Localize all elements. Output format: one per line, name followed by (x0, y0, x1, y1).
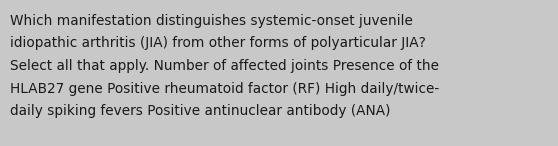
Text: Select all that apply. Number of affected joints Presence of the: Select all that apply. Number of affecte… (10, 59, 439, 73)
Text: daily spiking fevers Positive antinuclear antibody (ANA): daily spiking fevers Positive antinuclea… (10, 104, 391, 118)
Text: HLAB27 gene Positive rheumatoid factor (RF) High daily/twice-: HLAB27 gene Positive rheumatoid factor (… (10, 81, 439, 95)
Text: idiopathic arthritis (JIA) from other forms of polyarticular JIA?: idiopathic arthritis (JIA) from other fo… (10, 36, 426, 51)
Text: Which manifestation distinguishes systemic-onset juvenile: Which manifestation distinguishes system… (10, 14, 413, 28)
